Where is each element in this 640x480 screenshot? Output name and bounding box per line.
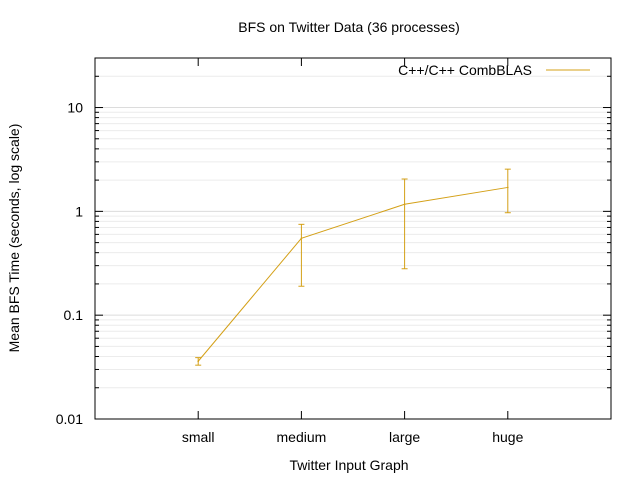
error-bar xyxy=(504,168,511,214)
y-tick-label: 0.01 xyxy=(56,411,83,427)
data-point xyxy=(197,360,199,363)
error-bar xyxy=(401,178,408,270)
tick-layer: 0.01 0.1 1 10 small medium large huge xyxy=(56,57,611,445)
data-point xyxy=(507,186,509,189)
data-point xyxy=(403,203,406,206)
plot-frame xyxy=(94,57,612,420)
x-tick-label: large xyxy=(389,429,420,445)
x-axis-label: Twitter Input Graph xyxy=(289,457,408,473)
legend-label: C++/C++ CombBLAS xyxy=(398,62,532,78)
x-tick-label: small xyxy=(182,429,215,445)
y-tick-label: 0.1 xyxy=(64,307,84,323)
series-line xyxy=(197,186,508,362)
data-point xyxy=(300,237,303,240)
y-axis-label: Mean BFS Time (seconds, log scale) xyxy=(6,124,22,353)
chart-title: BFS on Twitter Data (36 processes) xyxy=(238,19,460,35)
x-tick-label: huge xyxy=(492,429,523,445)
y-tick-label: 10 xyxy=(67,100,83,116)
y-tick-label: 1 xyxy=(75,203,83,219)
series-layer xyxy=(195,168,511,366)
grid-layer xyxy=(95,75,611,389)
error-bar xyxy=(298,223,305,287)
x-tick-label: medium xyxy=(277,429,327,445)
legend: C++/C++ CombBLAS xyxy=(398,62,590,78)
